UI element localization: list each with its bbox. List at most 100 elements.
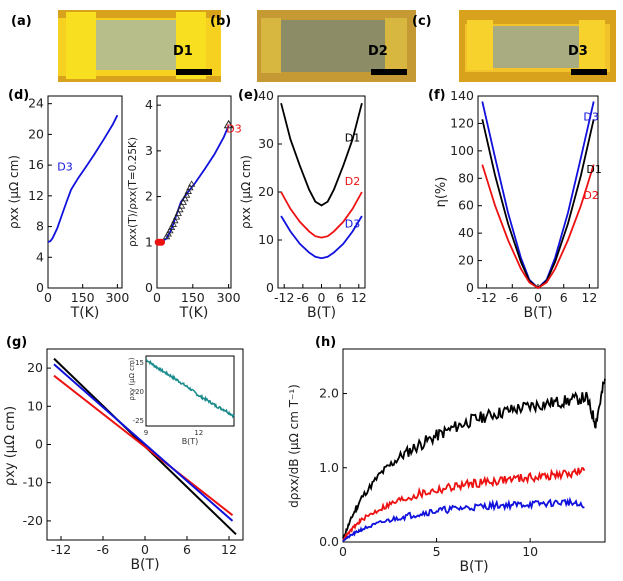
- inset-x-tick-label: 9: [144, 429, 148, 437]
- y-tick-label: 0: [145, 280, 153, 295]
- series-label-d3: D3: [583, 111, 598, 124]
- y-tick-label: -10: [23, 475, 43, 490]
- y-tick-label: 80: [458, 170, 474, 185]
- series-line-d2: [342, 467, 586, 542]
- x-tick-label: 0: [534, 290, 542, 305]
- y-tick-label: 2: [145, 189, 153, 204]
- series-line-d2: [53, 374, 234, 516]
- x-tick-label: 150: [181, 290, 205, 305]
- panel-h: 0 5 10 0.0 1.0 2.0 B(T) (h) dρxx/dB (μΩ cm T⁻¹): [287, 335, 606, 575]
- panel-label: (e): [238, 88, 259, 103]
- y-tick-label: 30: [258, 136, 274, 151]
- data-point: [171, 217, 179, 224]
- y-tick-label: 4: [36, 249, 44, 264]
- series-line-d1: [280, 102, 363, 207]
- data-point: [181, 195, 189, 202]
- x-tick-label: 12: [351, 290, 367, 305]
- series-line-d3: [481, 101, 595, 290]
- inset-series-line: [145, 358, 235, 419]
- y-axis-label: dρxx/dB (μΩ cm T⁻¹): [287, 384, 301, 508]
- data-point: [184, 187, 192, 194]
- y-tick-label: 120: [450, 115, 474, 130]
- flake: [489, 26, 584, 68]
- y-tick-label: 20: [27, 360, 43, 375]
- plot-frame: [477, 95, 599, 289]
- right-contact: [176, 12, 206, 79]
- y-tick-label: 20: [28, 126, 44, 141]
- series-label-d2: D2: [583, 189, 598, 202]
- scale-bar: [176, 69, 212, 75]
- data-point: [164, 230, 172, 237]
- y-tick-label: 10: [258, 232, 274, 247]
- series-label-d1: D1: [345, 132, 360, 145]
- y-tick-label: 0: [35, 437, 43, 452]
- y-tick-label: 0: [466, 280, 474, 295]
- y-tick-label: 10: [27, 398, 43, 413]
- panel-label: (f): [428, 88, 446, 103]
- data-point: [186, 184, 194, 191]
- data-point: [177, 202, 186, 209]
- left-contact: [66, 12, 96, 79]
- y-tick-label: 0.0: [319, 534, 339, 549]
- series-line-d3: [53, 363, 234, 522]
- x-tick-label: -6: [297, 290, 310, 305]
- x-tick-label: 0: [339, 544, 347, 559]
- flake: [80, 20, 185, 70]
- y-tick-label: 1.0: [319, 460, 339, 475]
- plot-frame: [342, 348, 606, 543]
- x-tick-label: 10: [522, 544, 538, 559]
- y-tick-label: 140: [450, 88, 474, 103]
- series-line-d1: [481, 119, 595, 290]
- inset-y-tick-label: -25: [133, 417, 144, 425]
- panel-d: 0 150 300 0 4 8 12 16 20 24 T(K) (d) ρxx (μΩ cm) D3: [7, 88, 129, 321]
- y-tick-label: 1: [145, 234, 153, 249]
- y-axis-label: ρxx (μΩ cm): [239, 155, 253, 229]
- series-line-d3: [47, 114, 119, 243]
- photo-device-label: D3: [568, 44, 588, 59]
- x-tick-label: -12: [476, 290, 496, 305]
- series-line-d3: [280, 215, 363, 260]
- y-tick-label: 2.0: [319, 386, 339, 401]
- x-tick-label: 0: [318, 290, 326, 305]
- scale-bar: [571, 69, 607, 75]
- panel-label: (h): [315, 335, 336, 350]
- series-line-d2: [481, 164, 595, 290]
- series-label-d3: D3: [345, 218, 360, 231]
- y-tick-label: 100: [450, 143, 474, 158]
- x-axis-label: B(T): [459, 559, 488, 575]
- y-axis-label: ρxy (μΩ cm): [3, 406, 18, 486]
- left-contact: [261, 18, 281, 73]
- x-tick-label: 5: [433, 544, 441, 559]
- y-tick-label: 16: [28, 157, 44, 172]
- y-axis-label: η(%): [434, 177, 449, 208]
- data-point-low-t: [158, 238, 166, 246]
- series-label-d3: D3: [226, 123, 241, 136]
- y-tick-label: 8: [36, 219, 44, 234]
- series-line-d2: [280, 191, 363, 239]
- series-line-d3: [342, 496, 585, 542]
- photo-panel-label: (a): [11, 14, 32, 29]
- plot-frame: [277, 95, 366, 289]
- photo-panel-label: (c): [412, 14, 432, 29]
- x-tick-label: 300: [217, 290, 241, 305]
- x-tick-label: -6: [506, 290, 519, 305]
- plot-frame: [156, 95, 232, 289]
- y-tick-label: 20: [258, 184, 274, 199]
- data-point-300k: [223, 119, 234, 129]
- y-tick-label: 4: [145, 97, 153, 112]
- data-point: [174, 209, 182, 216]
- x-tick-label: -12: [51, 542, 71, 557]
- data-point: [166, 227, 174, 234]
- panel-label: (d): [8, 88, 29, 103]
- y-tick-label: 40: [258, 88, 274, 103]
- right-contact: [579, 20, 605, 70]
- inset-x-axis-label: B(T): [182, 437, 199, 446]
- x-tick-label: 0: [153, 290, 161, 305]
- y-tick-label: 0: [266, 280, 274, 295]
- plot-frame: [47, 95, 123, 289]
- inset-frame: [145, 355, 235, 427]
- data-point: [169, 220, 177, 227]
- inset-y-axis-label: ρxy (μΩ cm): [128, 357, 136, 400]
